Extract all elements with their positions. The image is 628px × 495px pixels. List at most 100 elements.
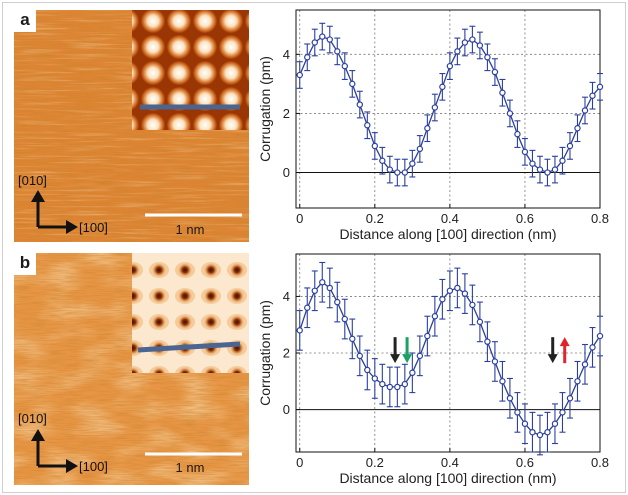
x-tick-label: 0.2: [366, 211, 384, 226]
y-axis-label: Corrugation (pm): [257, 300, 273, 406]
data-point: [311, 287, 318, 294]
spin-arrows-annotation: [547, 337, 570, 364]
data-point: [529, 160, 536, 167]
data-point: [431, 313, 439, 320]
data-point: [559, 409, 566, 416]
y-axis-label: Corrugation (pm): [257, 56, 273, 162]
data-point: [394, 383, 401, 391]
data-point: [341, 315, 348, 323]
data-point: [574, 125, 581, 132]
data-point: [334, 48, 341, 55]
up-red-arrow: [559, 337, 570, 364]
data-point: [454, 48, 461, 55]
stm-image-a-svg: 1 nm [010] [100]: [14, 10, 249, 242]
series: [296, 261, 604, 456]
data-point: [461, 39, 469, 46]
data-point: [559, 157, 566, 164]
y-tick-label: 0: [283, 402, 290, 417]
data-point: [529, 428, 536, 436]
gridlines: [296, 10, 600, 208]
data-point: [476, 318, 484, 326]
data-point: [544, 428, 551, 436]
y-tick-label: 2: [283, 346, 290, 361]
data-point: [356, 352, 364, 360]
data-point: [446, 287, 454, 294]
x-tick-label: 0.8: [591, 455, 609, 470]
data-point: [566, 142, 574, 150]
stm-image-b-svg: 1 nm [010] [100]: [14, 253, 249, 485]
data-point: [521, 420, 529, 427]
x-tick-label: 0: [296, 211, 303, 226]
x-tick-label: 0.6: [516, 455, 534, 470]
data-point: [551, 420, 559, 427]
plot-frame: [295, 9, 601, 209]
data-point: [379, 380, 386, 388]
data-point: [304, 304, 311, 311]
data-point: [416, 352, 424, 360]
data-point: [364, 122, 371, 129]
down-black-arrow: [390, 337, 401, 364]
panel-label-a: a: [14, 10, 36, 32]
data-point: [416, 145, 424, 153]
plot-area: [296, 10, 600, 208]
data-point: [521, 148, 529, 156]
data-point: [326, 284, 333, 292]
scale-bar-label-a: 1 nm: [176, 222, 205, 237]
x-tick-label: 0: [296, 455, 303, 470]
data-point: [536, 166, 544, 173]
data-point: [304, 54, 311, 61]
y-tick-label: 4: [283, 47, 290, 62]
data-point: [514, 409, 521, 416]
data-point: [326, 36, 333, 43]
data-point: [469, 36, 476, 43]
data-point: [454, 284, 461, 292]
y-tick-label: 2: [283, 106, 290, 121]
y-tick-label: 4: [283, 289, 290, 304]
data-point: [349, 80, 356, 88]
data-point: [439, 296, 446, 303]
stm-image-panel-a: 1 nm [010] [100]: [14, 10, 249, 242]
linecut-marker-b: [137, 341, 241, 353]
data-point: [506, 110, 514, 117]
data-point: [506, 395, 514, 402]
down-black-arrow: [547, 337, 558, 364]
stm-image-panel-b: 1 nm [010] [100]: [14, 253, 249, 485]
axis-label-100-a: [100]: [79, 220, 108, 235]
series: [296, 22, 604, 187]
data-point: [401, 380, 409, 388]
data-point: [566, 395, 574, 402]
axis-label-010-a: [010]: [18, 173, 47, 188]
data-point: [319, 33, 326, 40]
data-point: [439, 83, 446, 91]
axis-arrows-a: [31, 190, 78, 234]
data-point: [581, 361, 589, 368]
data-point: [349, 335, 356, 343]
data-point: [491, 68, 499, 76]
data-point: [536, 431, 544, 439]
data-point: [371, 142, 379, 150]
data-point: [589, 344, 596, 351]
data-point: [491, 358, 499, 365]
stm-inset-a: [132, 10, 249, 130]
data-point: [484, 54, 491, 61]
data-point: [356, 101, 364, 108]
data-point: [461, 290, 469, 297]
data-point: [296, 327, 303, 334]
scale-bar-label-b: 1 nm: [176, 460, 205, 475]
x-tick-label: 0.2: [366, 455, 384, 470]
y-tick-label: 0: [283, 165, 290, 180]
data-point: [499, 378, 506, 385]
axis-label-100-b: [100]: [79, 459, 108, 474]
data-point: [596, 332, 604, 340]
data-point: [431, 104, 439, 111]
spin-arrows-annotation: [390, 337, 413, 364]
data-point: [409, 160, 416, 167]
data-point: [589, 92, 596, 99]
data-point: [364, 366, 371, 374]
x-tick-label: 0.6: [516, 211, 534, 226]
data-point: [469, 301, 476, 309]
corrugation-chart-b: 0 0.2 0.4 0.6 0.8 0 2 4 Distance along [100] dir…: [257, 253, 609, 486]
data-point: [379, 157, 386, 164]
data-point: [476, 42, 484, 49]
